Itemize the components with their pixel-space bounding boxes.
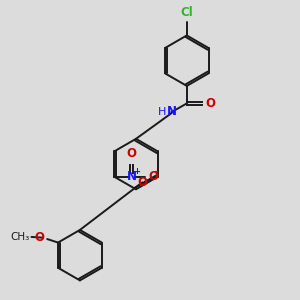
Text: CH₃: CH₃ <box>10 232 29 242</box>
Text: N: N <box>167 105 176 118</box>
Text: O: O <box>137 176 147 189</box>
Text: N: N <box>127 170 137 183</box>
Text: H: H <box>158 107 166 117</box>
Text: O: O <box>35 231 45 244</box>
Text: Cl: Cl <box>180 6 193 19</box>
Text: -: - <box>154 167 158 176</box>
Text: O: O <box>148 170 158 183</box>
Text: O: O <box>205 97 215 110</box>
Text: +: + <box>133 167 140 176</box>
Text: O: O <box>127 147 137 160</box>
